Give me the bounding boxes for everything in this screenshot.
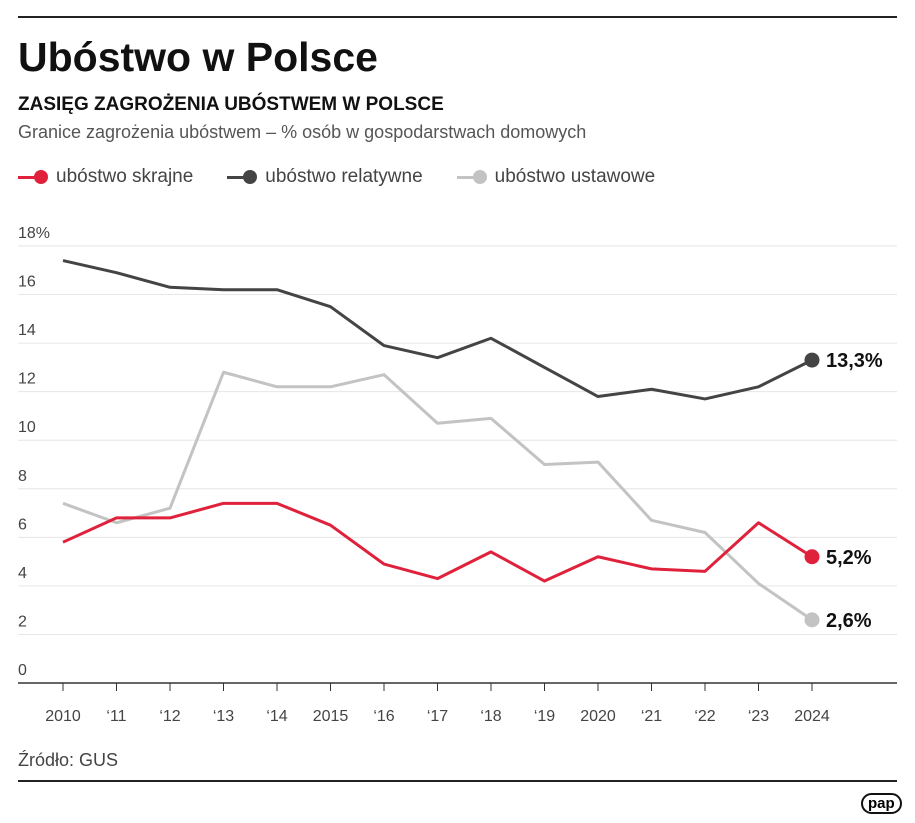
x-tick-label: ‘22 bbox=[694, 708, 715, 725]
series-line-2 bbox=[62, 370, 813, 622]
legend-item: ubóstwo ustawowe bbox=[456, 166, 656, 188]
subtitle: ZASIĘG ZAGROŻENIA UBÓSTWEM W POLSCE bbox=[18, 94, 444, 115]
y-tick-label: 8 bbox=[18, 468, 27, 485]
y-tick-label: 14 bbox=[18, 322, 36, 339]
x-tick-label: 2015 bbox=[313, 708, 349, 725]
description: Granice zagrożenia ubóstwem – % osób w g… bbox=[18, 122, 587, 142]
x-tick-label: ‘19 bbox=[534, 708, 555, 725]
x-tick-label: ‘23 bbox=[748, 708, 769, 725]
x-tick-label: 2024 bbox=[794, 708, 830, 725]
x-tick-label: 2010 bbox=[45, 708, 81, 725]
end-value-label: 13,3% bbox=[826, 350, 883, 372]
legend-label: ubóstwo ustawowe bbox=[494, 166, 656, 187]
end-point-1 bbox=[804, 352, 820, 368]
page-title: Ubóstwo w Polsce bbox=[18, 34, 378, 80]
series-line-1 bbox=[62, 259, 813, 401]
y-tick-label: 10 bbox=[18, 419, 36, 436]
y-tick-label: 18% bbox=[18, 225, 50, 242]
legend-label: ubóstwo skrajne bbox=[56, 166, 194, 187]
x-tick-label: ‘18 bbox=[480, 708, 501, 725]
pap-logo: pap bbox=[861, 793, 902, 814]
bottom-rule bbox=[18, 780, 897, 782]
legend-item: ubóstwo relatywne bbox=[227, 166, 423, 188]
x-tick-label: ‘16 bbox=[373, 708, 394, 725]
legend: ubóstwo skrajne ubóstwo relatywne ubóstwo … bbox=[18, 166, 655, 188]
x-tick-label: ‘11 bbox=[106, 708, 126, 725]
end-value-label: 2,6% bbox=[826, 610, 872, 632]
end-point-0 bbox=[804, 549, 820, 565]
x-tick-label: ‘12 bbox=[159, 708, 180, 725]
legend-item: ubóstwo skrajne bbox=[18, 166, 193, 188]
x-tick-label: ‘14 bbox=[266, 708, 287, 725]
y-tick-label: 4 bbox=[18, 565, 27, 582]
source: Źródło: GUS bbox=[18, 750, 119, 770]
x-tick-label: ‘17 bbox=[427, 708, 448, 725]
legend-swatch bbox=[18, 170, 48, 184]
series-line-0 bbox=[62, 501, 813, 583]
x-tick-label: 2020 bbox=[580, 708, 616, 725]
y-tick-label: 6 bbox=[18, 516, 27, 533]
legend-swatch bbox=[227, 170, 258, 184]
y-tick-label: 16 bbox=[18, 274, 36, 291]
y-tick-label: 2 bbox=[18, 613, 27, 630]
end-point-2 bbox=[804, 612, 820, 628]
legend-label: ubóstwo relatywne bbox=[265, 166, 423, 187]
top-rule bbox=[18, 16, 897, 18]
end-value-label: 5,2% bbox=[826, 547, 872, 569]
legend-swatch bbox=[456, 170, 487, 184]
x-tick-label: ‘13 bbox=[213, 708, 234, 725]
y-tick-label: 12 bbox=[18, 371, 36, 388]
x-tick-label: ‘21 bbox=[641, 708, 662, 725]
y-tick-label: 0 bbox=[18, 662, 27, 679]
